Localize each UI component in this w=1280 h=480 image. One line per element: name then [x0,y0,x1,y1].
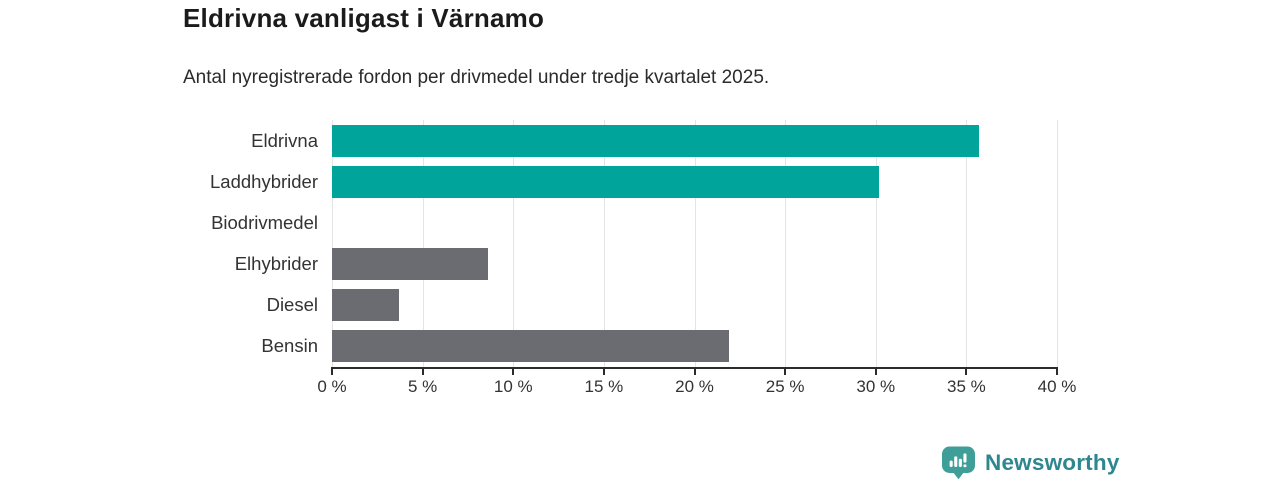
axis-tick [965,367,968,375]
axis-tick [784,367,787,375]
bar [332,330,729,363]
category-label: Biodrivmedel [211,211,318,233]
chart-title: Eldrivna vanligast i Värnamo [183,3,545,33]
x-tick-label: 30 % [856,377,896,396]
axis-tick [512,367,515,375]
axis-tick [331,367,333,375]
category-label: Elhybrider [234,253,318,275]
gridline [513,120,515,367]
plot-area [331,120,1058,375]
bar [332,165,880,198]
axis-tick [421,367,424,375]
gridline [1057,120,1058,367]
bar-row [332,243,1057,284]
bar-row [332,161,1057,202]
bar [332,247,488,280]
bar-row [332,285,1057,326]
bar-row [332,120,1057,161]
x-tick-label: 35 % [947,377,986,396]
axis-tick [874,367,877,375]
bar [332,124,980,157]
newsworthy-logo-icon [942,446,975,480]
gridline [332,120,333,367]
category-label: Diesel [266,294,318,316]
bar [332,289,400,322]
x-tick-label: 20 % [675,377,714,396]
x-tick-label: 15 % [584,377,624,396]
x-axis-tick-labels: 0 % 5 % 10 % 15 % 20 % 25 % 30 % 35 % 40 % [317,377,1076,399]
brand-footer: Newsworthy [941,446,1120,480]
x-tick-label: 5 % [407,377,438,396]
bar-row [332,326,1057,367]
gridline [966,120,968,367]
category-labels: Eldrivna Laddhybrider Biodrivmedel Elhybrid… [150,120,318,367]
category-label: Bensin [261,335,318,357]
x-tick-label: 0 % [317,377,347,396]
gridline [694,120,696,367]
category-label: Laddhybrider [210,170,318,192]
gridline [875,120,877,367]
brand-name: Newsworthy [985,450,1120,475]
chart-subtitle: Antal nyregistrerade fordon per drivmede… [183,67,770,88]
category-label: Eldrivna [251,129,318,151]
x-tick-label: 40 % [1037,377,1077,396]
axis-tick [693,367,696,375]
axis-tick [602,367,605,375]
gridline [785,120,787,367]
x-tick-label: 10 % [493,377,533,396]
x-tick-label: 25 % [765,377,805,396]
bar-row [332,202,1057,243]
gridline [603,120,605,367]
axis-tick [1056,367,1058,375]
gridline [422,120,424,367]
